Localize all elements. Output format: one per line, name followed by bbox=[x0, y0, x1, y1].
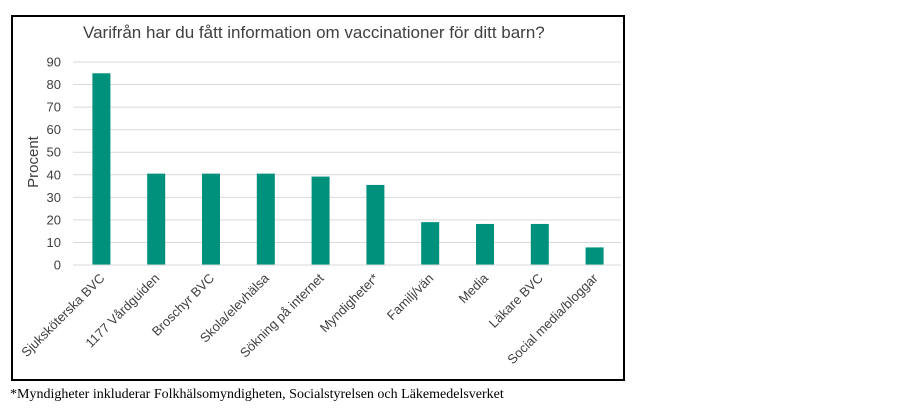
bar bbox=[530, 223, 549, 265]
y-tick-label: 30 bbox=[47, 190, 61, 205]
y-tick-label: 10 bbox=[47, 235, 61, 250]
y-axis-label: Procent bbox=[25, 135, 42, 188]
y-tick-label: 90 bbox=[47, 55, 61, 70]
y-tick-label: 80 bbox=[47, 77, 61, 92]
y-tick-label: 60 bbox=[47, 122, 61, 137]
y-tick-label: 70 bbox=[47, 100, 61, 115]
footnote: *Myndigheter inkluderar Folkhälsomyndigh… bbox=[10, 387, 504, 402]
y-axis-ticks: 0 10 20 30 40 50 60 70 80 90 bbox=[47, 55, 61, 273]
x-category-label: Media bbox=[455, 270, 491, 306]
bar bbox=[421, 222, 440, 265]
x-category-label: Social media/bloggar bbox=[504, 270, 601, 367]
bar bbox=[92, 73, 111, 266]
y-tick-label: 0 bbox=[54, 258, 61, 273]
bar bbox=[366, 184, 385, 265]
bar bbox=[585, 247, 604, 265]
chart-title: Varifrån har du fått information om vacc… bbox=[83, 23, 545, 42]
y-tick-label: 50 bbox=[47, 145, 61, 160]
y-tick-label: 20 bbox=[47, 212, 61, 227]
x-category-label: Familj/vän bbox=[384, 271, 437, 324]
bars bbox=[92, 73, 604, 266]
x-category-label: Myndigheter* bbox=[317, 271, 382, 336]
y-tick-label: 40 bbox=[47, 167, 61, 182]
bar-chart: Varifrån har du fått information om vacc… bbox=[18, 23, 621, 367]
bar bbox=[311, 176, 330, 265]
chart-frame: Varifrån har du fått information om vacc… bbox=[11, 15, 625, 381]
bar bbox=[476, 223, 494, 265]
bar bbox=[147, 173, 166, 265]
bar bbox=[256, 173, 275, 265]
x-category-label: Läkare BVC bbox=[486, 271, 546, 331]
bar bbox=[202, 173, 220, 265]
